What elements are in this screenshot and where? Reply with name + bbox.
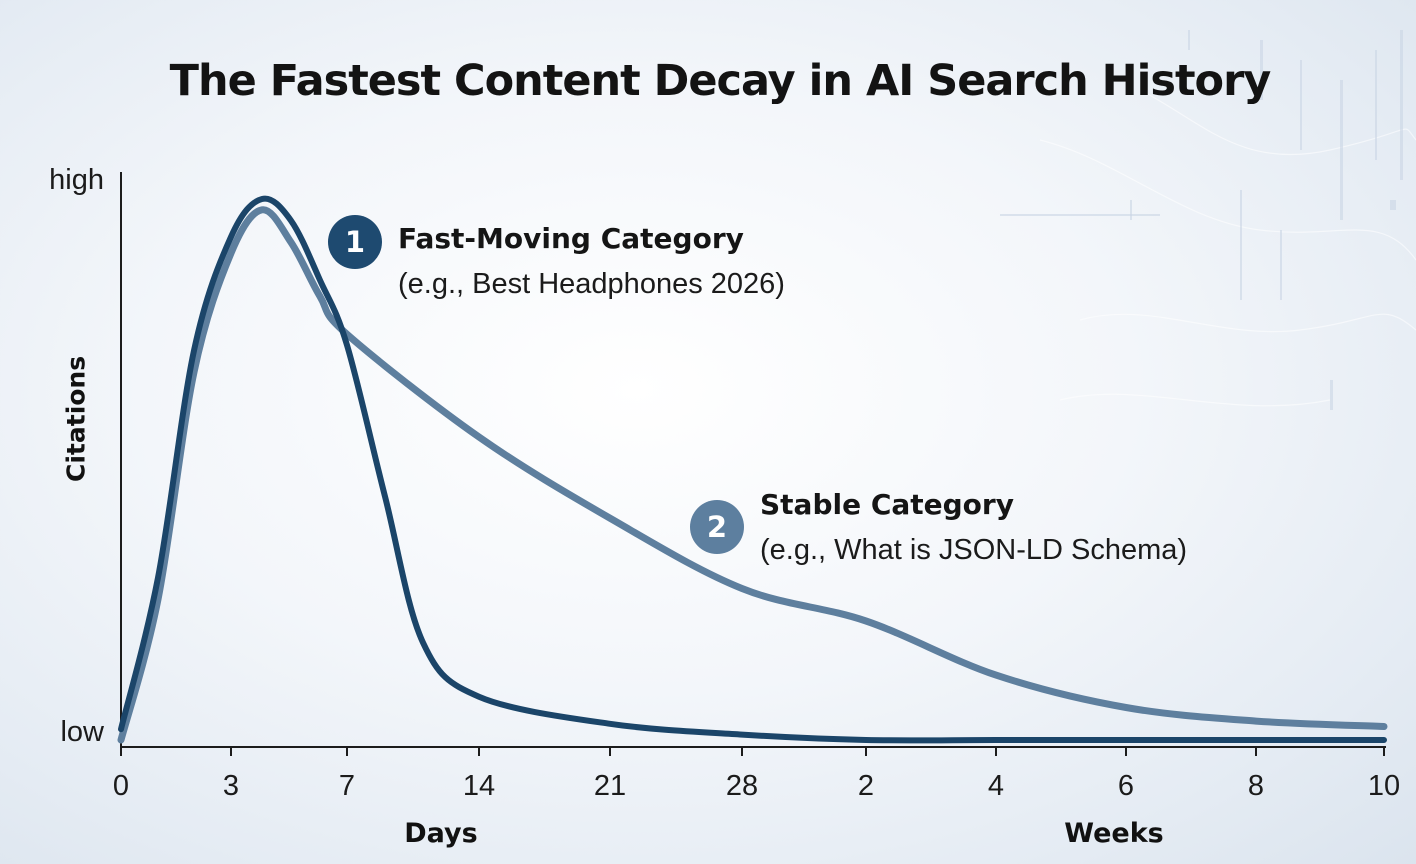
data-point-stable xyxy=(228,250,234,256)
x-tick-label: 0 xyxy=(112,770,130,802)
x-tick-label: 6 xyxy=(1117,770,1135,802)
data-point-fast xyxy=(228,234,234,240)
x-tick-label: 4 xyxy=(987,770,1005,802)
data-point-fast xyxy=(1123,737,1129,743)
series-badge-2: 2 xyxy=(690,500,744,554)
annotation-stable-title: Stable Category xyxy=(760,488,1014,521)
data-point-stable xyxy=(739,586,745,592)
x-axis-label-days: Days xyxy=(404,818,478,849)
data-point-stable xyxy=(1253,718,1259,724)
data-point-fast xyxy=(739,732,745,738)
data-point-fast xyxy=(993,737,999,743)
data-point-stable xyxy=(191,369,197,375)
x-tick-label: 28 xyxy=(725,770,759,802)
x-axis-label-weeks: Weeks xyxy=(1064,818,1164,849)
chart-title: The Fastest Content Decay in AI Search H… xyxy=(169,56,1272,106)
data-point-fast xyxy=(382,494,388,500)
x-tick-label: 7 xyxy=(338,770,356,802)
x-tick-label: 8 xyxy=(1247,770,1265,802)
data-point-fast xyxy=(1381,737,1387,743)
data-point-fast xyxy=(155,575,161,581)
data-point-stable xyxy=(317,293,323,299)
data-point-stable xyxy=(259,207,265,213)
x-tick-label: 2 xyxy=(857,770,875,802)
data-point-fast xyxy=(259,196,265,202)
data-point-fast xyxy=(191,347,197,353)
data-point-fast xyxy=(288,218,294,224)
data-point-stable xyxy=(1123,705,1129,711)
data-point-stable xyxy=(993,672,999,678)
data-point-fast xyxy=(344,342,350,348)
data-point-stable xyxy=(118,737,124,743)
annotation-fast-moving-example: (e.g., Best Headphones 2026) xyxy=(398,268,785,300)
series-badge-1: 1 xyxy=(328,215,382,269)
x-tick-label: 10 xyxy=(1367,770,1401,802)
y-tick-low: low xyxy=(60,716,104,748)
data-point-stable xyxy=(607,515,613,521)
x-tick-label: 21 xyxy=(593,770,627,802)
data-point-fast xyxy=(1253,737,1259,743)
data-point-stable xyxy=(476,434,482,440)
y-tick-high: high xyxy=(49,164,104,196)
x-tick-label: 3 xyxy=(222,770,240,802)
data-point-fast xyxy=(476,694,482,700)
data-point-fast xyxy=(420,640,426,646)
data-point-stable xyxy=(1381,723,1387,729)
series-line-stable-category xyxy=(117,206,1388,744)
annotation-fast-moving-title: Fast-Moving Category xyxy=(398,222,744,255)
data-point-stable xyxy=(344,331,350,337)
data-point-fast xyxy=(607,721,613,727)
annotation-stable-example: (e.g., What is JSON-LD Schema) xyxy=(760,534,1188,566)
data-point-stable xyxy=(288,239,294,245)
data-point-fast xyxy=(317,277,323,283)
series-line-fast-moving-category xyxy=(118,195,1387,744)
x-tick-label: 14 xyxy=(462,770,496,802)
data-point-stable xyxy=(863,618,869,624)
data-point-stable xyxy=(155,596,161,602)
data-point-fast xyxy=(118,726,124,732)
y-axis-label: Citations xyxy=(61,355,91,482)
data-point-fast xyxy=(863,737,869,743)
